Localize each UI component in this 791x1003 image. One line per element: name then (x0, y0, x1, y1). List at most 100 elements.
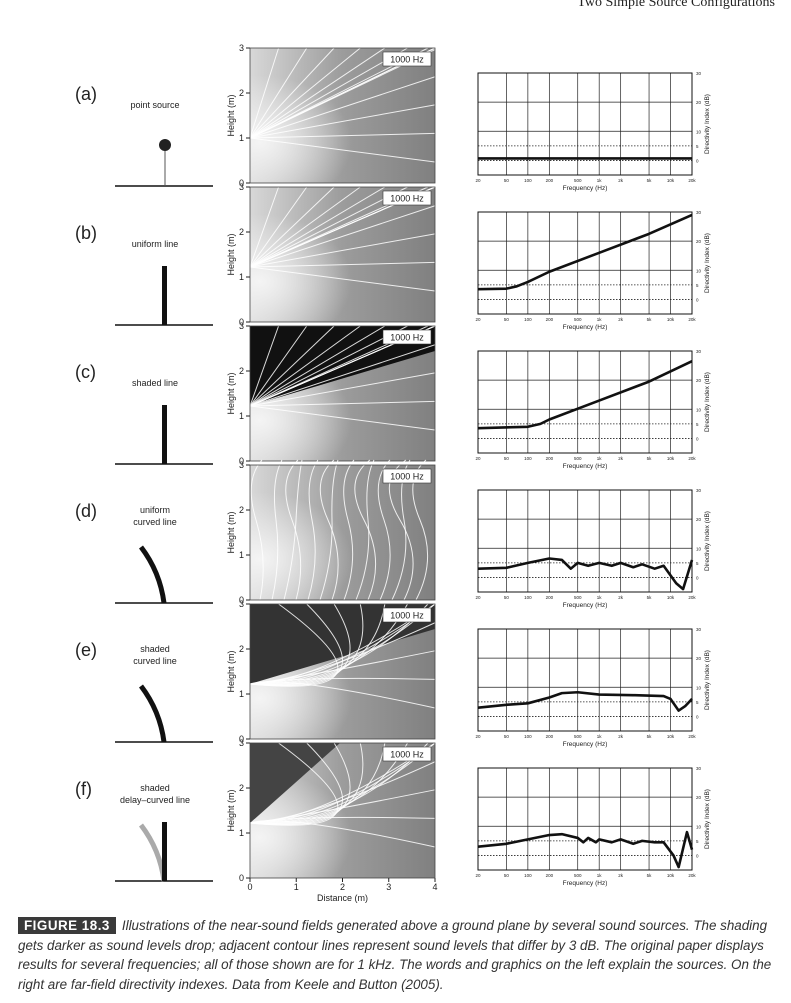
x-tick-label: 200 (546, 178, 554, 183)
field-y-tick-label: 2 (239, 644, 244, 654)
field-y-label: Height (m) (226, 94, 236, 136)
x-tick-label: 1k (597, 873, 603, 878)
contour (249, 186, 386, 268)
field-x-tick-label: 1 (294, 882, 299, 892)
x-tick-label: 10k (667, 456, 675, 461)
source-label: curved line (133, 656, 177, 666)
field-y-tick-label: 1 (239, 828, 244, 838)
contour (249, 261, 436, 268)
point-source (159, 139, 171, 151)
directivity-chart: 20 50 100 200 500 1k 2k 5k 10k 20k 10 20 30 0 5 Frequen… (475, 210, 711, 331)
figure: Two Simple Source Configurations (a) poin… (75, 0, 775, 903)
x-tick-label: 500 (574, 317, 582, 322)
source-label: curved line (133, 517, 177, 527)
contour (249, 47, 335, 139)
y-tick-label: 5 (696, 144, 699, 149)
x-tick-label: 500 (574, 178, 582, 183)
freq-box (382, 607, 432, 623)
field-frequency: 1000 Hz (390, 333, 424, 343)
y-tick-label: 0 (696, 853, 699, 858)
field-y-label: Height (m) (226, 372, 236, 414)
source-label: uniform (140, 505, 170, 515)
contour (249, 186, 408, 268)
source-label: shaded (140, 644, 170, 654)
field-x-tick-label: 2 (340, 882, 345, 892)
y-tick-label: 20 (696, 656, 702, 661)
field-frequency: 1000 Hz (390, 472, 424, 482)
field-y-tick-label: 0 (239, 178, 244, 188)
freq-box (382, 468, 432, 484)
field-y-tick-label: 0 (239, 317, 244, 327)
contour (249, 186, 308, 268)
field-y-tick-label: 2 (239, 88, 244, 98)
x-axis-label: Frequency (Hz) (563, 324, 608, 331)
contour (249, 603, 339, 687)
x-tick-label: 200 (546, 734, 554, 739)
y-tick-label: 20 (696, 239, 702, 244)
near-field-image (249, 47, 436, 183)
x-tick-label: 200 (546, 873, 554, 878)
x-tick-label: 5k (647, 734, 653, 739)
y-axis-label: Directivity Index (dB) (704, 372, 711, 432)
contour (249, 742, 339, 826)
x-tick-label: 50 (504, 873, 510, 878)
caption: FIGURE 18.3 Illustrations of the near-sou… (18, 916, 778, 994)
directivity-line (477, 360, 693, 430)
contour (249, 325, 280, 407)
directivity-chart: 20 50 100 200 500 1k 2k 5k 10k 20k 10 20 30 0 5 Frequen… (475, 488, 711, 609)
contour (249, 186, 335, 268)
field-y-tick-label: 2 (239, 227, 244, 237)
contour (249, 603, 436, 685)
panel: (b) uniform line 1000 Hz 0 1 2 3 Height (m) (75, 182, 436, 327)
x-tick-label: 20 (475, 595, 481, 600)
field-y-tick-label: 2 (239, 505, 244, 515)
source-label: uniform line (132, 239, 179, 249)
field-frame (249, 464, 436, 601)
field-y-tick-label: 2 (239, 366, 244, 376)
x-tick-label: 1k (597, 734, 603, 739)
line-source (162, 405, 167, 464)
y-axis-label: Directivity Index (dB) (704, 233, 711, 293)
contour (249, 104, 436, 139)
source-label: shaded (140, 783, 170, 793)
contour (249, 186, 280, 268)
x-tick-label: 20k (688, 873, 696, 878)
y-tick-label: 0 (696, 297, 699, 302)
panel-label: (e) (75, 640, 97, 660)
contour (249, 186, 361, 268)
y-axis-label: Directivity Index (dB) (704, 650, 711, 710)
y-tick-label: 10 (696, 824, 702, 829)
field-x-tick-label: 0 (247, 882, 252, 892)
x-tick-label: 500 (574, 873, 582, 878)
x-tick-label: 1k (597, 178, 603, 183)
x-tick-label: 20k (688, 595, 696, 600)
caption-tag: FIGURE 18.3 (18, 917, 116, 934)
line-source (162, 266, 167, 325)
panel-label: (f) (75, 779, 92, 799)
y-axis-label: Directivity Index (dB) (704, 511, 711, 571)
contour (249, 132, 436, 139)
curved-source (139, 684, 167, 743)
panel: (e) shaded curved line 1000 Hz 0 1 2 3 Height (m… (75, 599, 436, 744)
x-axis-label: Frequency (Hz) (563, 602, 608, 609)
panel-label: (d) (75, 501, 97, 521)
contour (249, 742, 436, 824)
x-tick-label: 10k (667, 595, 675, 600)
plot-frame (477, 628, 693, 732)
field-y-tick-label: 0 (239, 456, 244, 466)
contour (249, 405, 436, 431)
field-y-tick-label: 3 (239, 321, 244, 331)
contour (377, 459, 391, 601)
contour (354, 459, 377, 601)
x-tick-label: 1k (597, 456, 603, 461)
field-y-tick-label: 0 (239, 873, 244, 883)
contour (249, 372, 436, 407)
x-tick-label: 2k (618, 317, 624, 322)
y-tick-label: 10 (696, 129, 702, 134)
x-tick-label: 10k (667, 317, 675, 322)
y-tick-label: 30 (696, 766, 702, 771)
y-axis-label: Directivity Index (dB) (704, 94, 711, 154)
contour (249, 47, 408, 139)
field-x-tick-label: 4 (432, 882, 437, 892)
